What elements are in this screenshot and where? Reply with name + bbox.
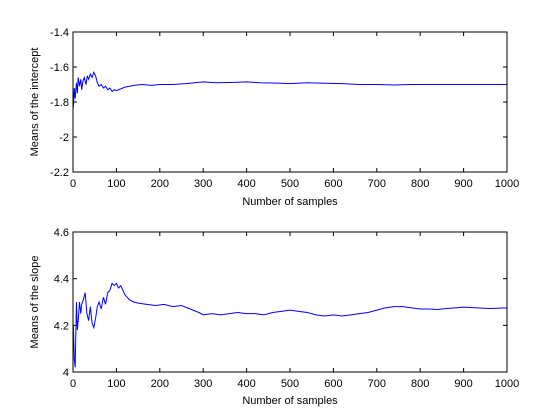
slope-x-tick-label: 300	[194, 378, 212, 390]
intercept-x-tick-label: 200	[151, 178, 169, 190]
slope-y-tick-label: 4.6	[54, 227, 69, 239]
intercept-x-tick-label: 100	[107, 178, 125, 190]
intercept-x-tick-label: 400	[237, 178, 255, 190]
slope-x-tick-label: 200	[151, 378, 169, 390]
slope-axes-frame	[72, 231, 508, 373]
slope-x-tick-label: 900	[454, 378, 472, 390]
intercept-y-tick-label: -1.8	[50, 97, 69, 109]
slope-x-axis-label: Number of samples	[242, 395, 338, 407]
slope-x-tick-label: 800	[411, 378, 429, 390]
slope-x-tick-label: 700	[368, 378, 386, 390]
intercept-x-tick-label: 1000	[495, 178, 519, 190]
intercept-x-tick-label: 600	[324, 178, 342, 190]
slope-x-tick-label: 400	[237, 378, 255, 390]
intercept-y-axis-label: Means of the intercept	[29, 48, 41, 157]
intercept-x-axis-label: Number of samples	[242, 196, 338, 208]
intercept-x-tick-label: 300	[194, 178, 212, 190]
slope-x-tick-label: 1000	[495, 378, 519, 390]
slope-y-tick-label: 4.4	[54, 274, 69, 286]
intercept-y-tick-label: -2.2	[50, 167, 69, 179]
intercept-axes-frame	[72, 31, 508, 173]
slope-y-tick-label: 4.2	[54, 320, 69, 332]
intercept-x-tick-label: 700	[368, 178, 386, 190]
slope-x-tick-label: 500	[281, 378, 299, 390]
intercept-y-tick-label: -2	[59, 132, 69, 144]
slope-x-tick-label: 600	[324, 378, 342, 390]
intercept-y-ticks: -2.2 -2 -1.8 -1.6 -1.4	[50, 27, 507, 179]
slope-plot: 4 4.2 4.4 4.6 0 100 200 300 400 500 600 700 800 900 1…	[29, 227, 519, 407]
slope-x-tick-label: 100	[107, 378, 125, 390]
intercept-y-tick-label: -1.6	[50, 62, 69, 74]
intercept-x-tick-label: 0	[70, 178, 76, 190]
slope-y-axis-label: Means of the slope	[29, 256, 41, 349]
intercept-y-tick-label: -1.4	[50, 27, 69, 39]
slope-x-tick-label: 0	[70, 378, 76, 390]
intercept-x-tick-label: 500	[281, 178, 299, 190]
intercept-x-ticks: 0 100 200 300 400 500 600 700 800 900 1000	[70, 32, 519, 190]
slope-series-line	[72, 282, 508, 368]
intercept-series-line	[72, 70, 507, 108]
intercept-plot: -2.2 -2 -1.8 -1.6 -1.4 0 100 200 300 400 500 600 70…	[29, 27, 519, 208]
slope-y-tick-label: 4	[63, 367, 69, 379]
slope-x-ticks: 0 100 200 300 400 500 600 700 800 900 1000	[70, 232, 519, 390]
intercept-x-tick-label: 800	[411, 178, 429, 190]
intercept-x-tick-label: 900	[454, 178, 472, 190]
